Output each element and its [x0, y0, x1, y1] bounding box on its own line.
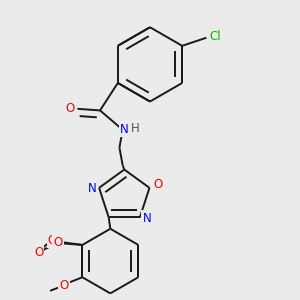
Text: O: O	[59, 280, 69, 292]
Text: N: N	[88, 182, 96, 195]
Text: O: O	[66, 102, 75, 115]
Text: O: O	[153, 178, 162, 191]
Text: O: O	[48, 234, 57, 247]
Text: N: N	[142, 212, 151, 225]
Text: H: H	[130, 122, 139, 135]
Text: N: N	[120, 123, 129, 136]
Text: Cl: Cl	[210, 30, 221, 43]
Text: O: O	[34, 246, 44, 259]
Text: O: O	[53, 236, 63, 249]
